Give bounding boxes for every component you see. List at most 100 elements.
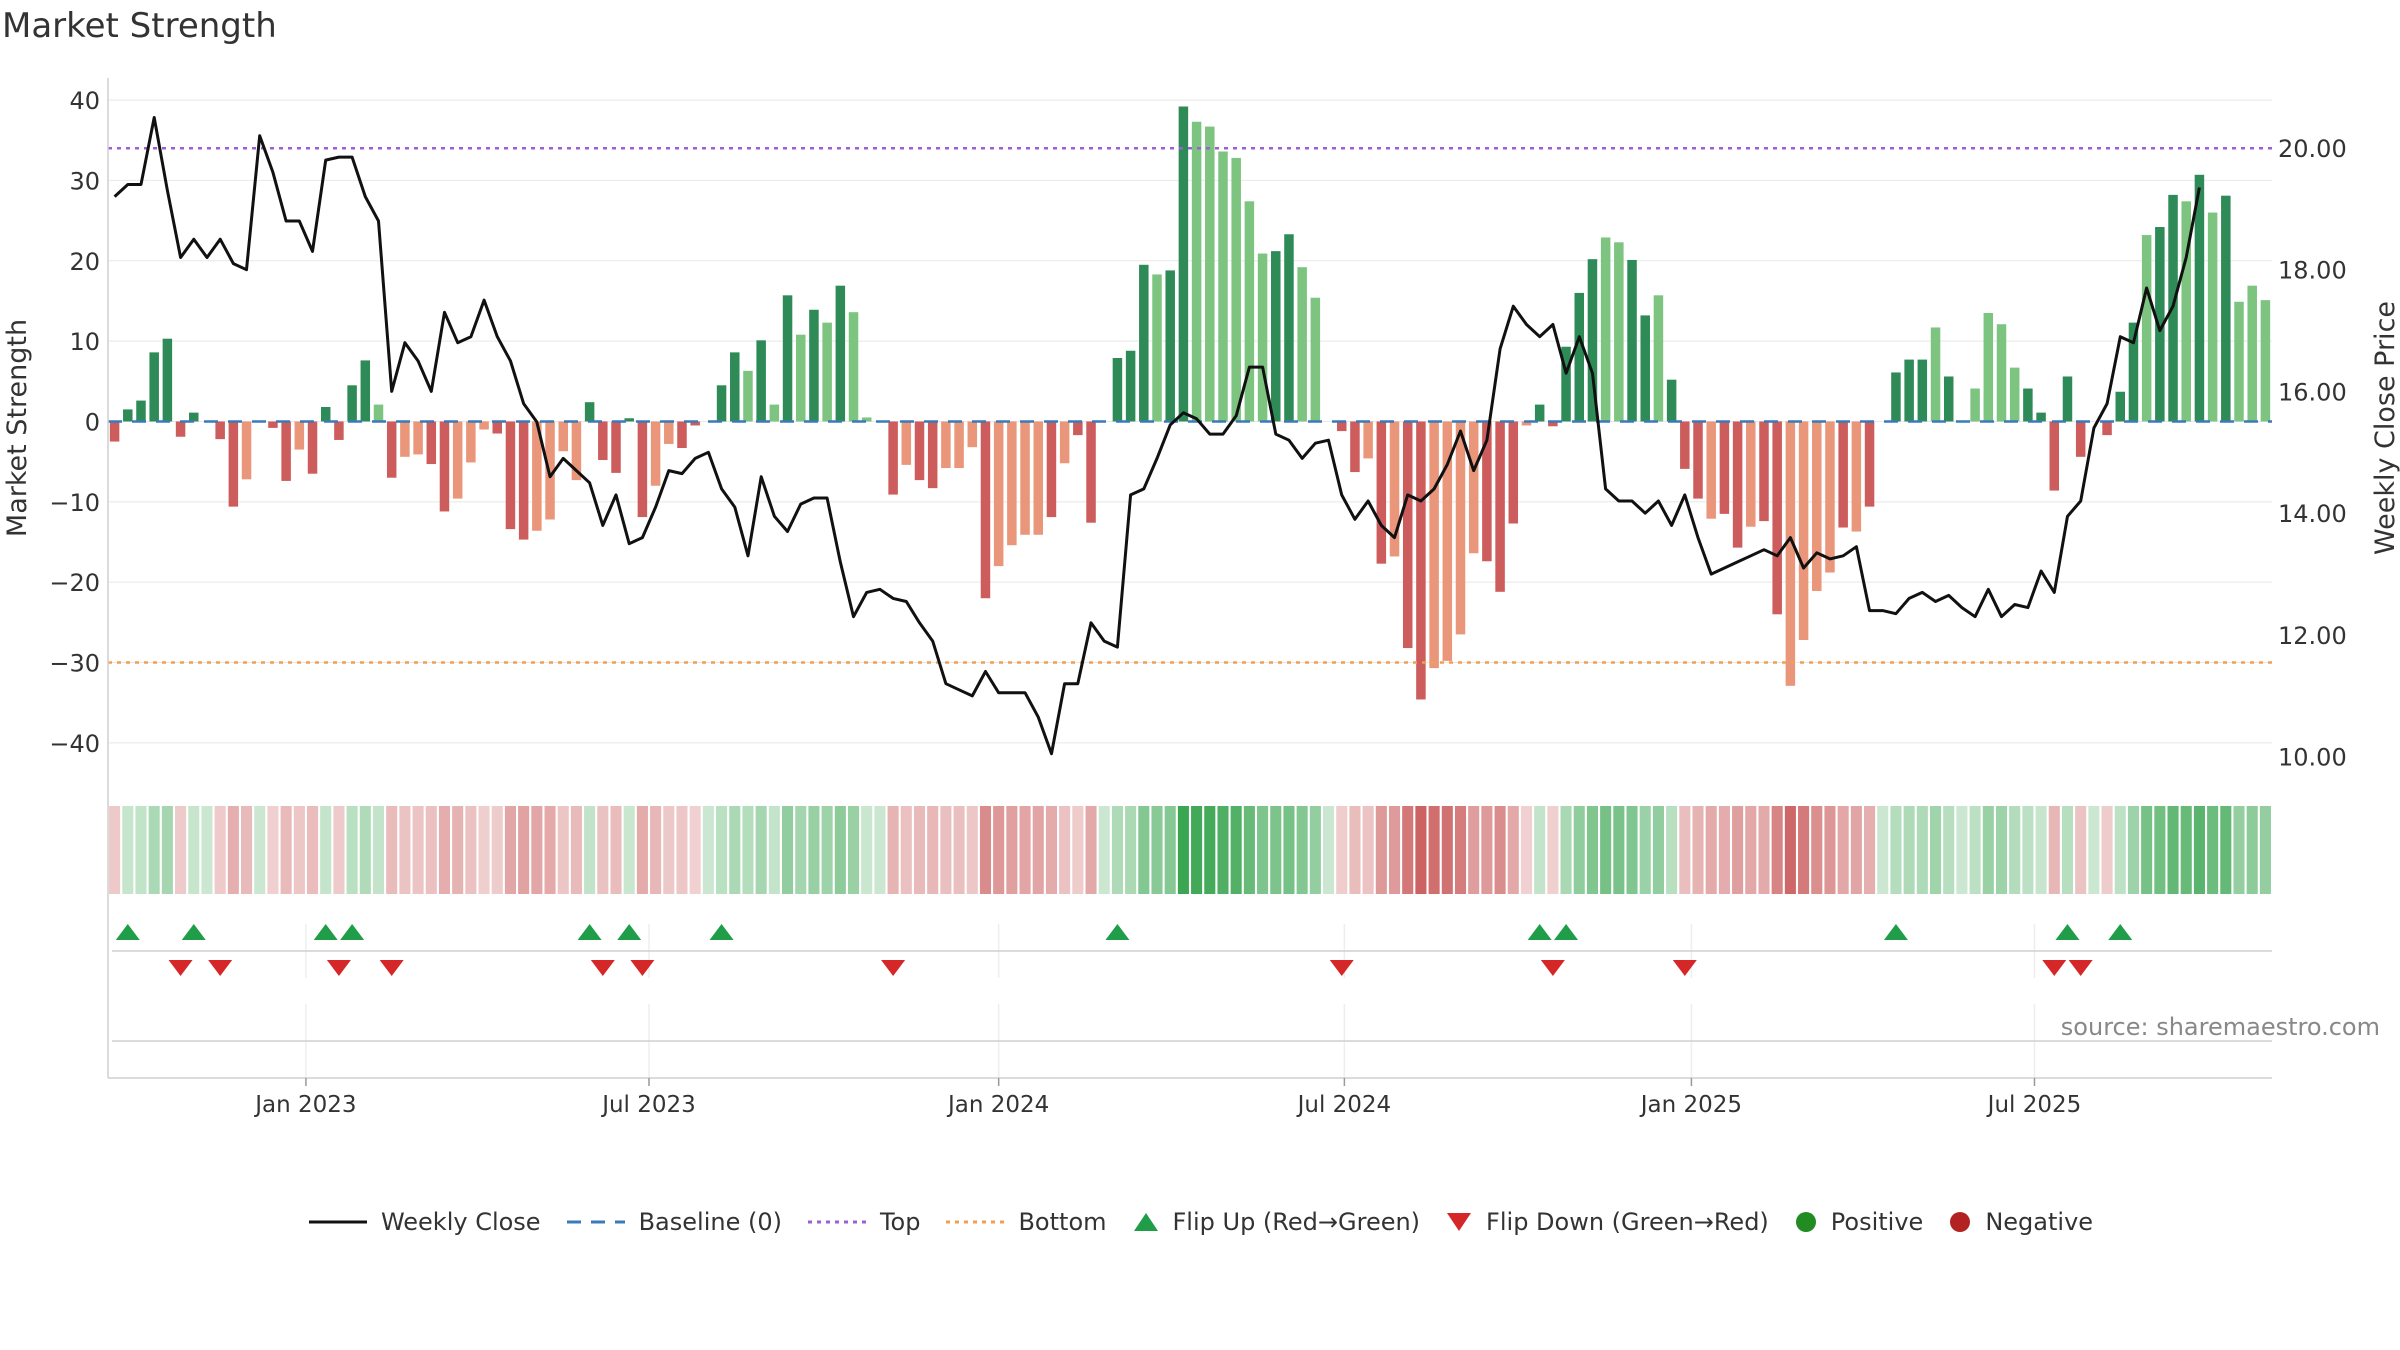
strength-bar — [162, 338, 173, 422]
grid-lines — [108, 99, 2272, 1078]
strength-strip-cell — [1059, 806, 1071, 894]
triangle-up-icon — [1133, 1213, 1158, 1231]
strength-strip-cell — [346, 806, 358, 894]
strength-strip-cell — [372, 806, 385, 894]
strength-strip-cell — [584, 806, 596, 894]
flip-up-marker — [313, 924, 338, 940]
strength-bar — [1455, 421, 1466, 635]
strength-strip-cell — [676, 806, 688, 894]
strength-bar — [2155, 227, 2165, 422]
strength-bar — [571, 421, 582, 481]
strength-bar — [1112, 357, 1123, 422]
strength-bar — [1812, 421, 1822, 592]
strength-strip-cell — [1560, 806, 1572, 894]
strength-strip-cell — [610, 806, 622, 894]
flip-up-marker — [1554, 924, 1579, 940]
legend-label: Flip Down (Green→Red) — [1486, 1208, 1769, 1236]
strength-bar — [2036, 412, 2046, 422]
strength-strip-cell — [808, 806, 820, 894]
triangle-down-icon — [1447, 1213, 1472, 1231]
strength-strip-cell — [650, 806, 662, 894]
strength-bar — [149, 352, 159, 422]
strength-strip-cell — [1626, 806, 1638, 894]
strength-bar — [2009, 367, 2020, 422]
flip-down-marker — [2068, 960, 2093, 976]
strength-bar — [1205, 126, 1215, 422]
y-left-tick-label: 20 — [69, 248, 100, 276]
strength-bar — [1970, 388, 1980, 422]
strength-strip-cell — [465, 806, 477, 894]
strength-strip-cell — [1520, 806, 1533, 894]
strength-strip-cell — [2207, 806, 2219, 894]
strength-strip-cell — [1019, 806, 1031, 894]
strength-strip-cell — [306, 806, 319, 894]
x-tick-label: Jan 2025 — [1639, 1092, 1742, 1118]
y-left-tick-label: 0 — [85, 408, 100, 436]
flip-up-marker — [2055, 924, 2080, 940]
flip-up-marker — [709, 924, 734, 940]
strength-bar — [822, 322, 832, 422]
strength-bar — [373, 404, 384, 422]
strength-bar — [426, 421, 437, 465]
strength-strip-cell — [1111, 806, 1123, 894]
strength-strip-cell — [1613, 806, 1625, 894]
strength-bar — [1125, 350, 1136, 422]
strength-bar — [1746, 421, 1756, 527]
strength-strip-cell — [1191, 806, 1203, 894]
strength-strip-cell — [795, 806, 807, 894]
strength-strip-cell — [333, 806, 345, 894]
strength-strip-cell — [135, 806, 147, 894]
strength-strip-cell — [1573, 806, 1585, 894]
strength-strip-cell — [1850, 806, 1862, 894]
strength-bar — [1402, 421, 1413, 649]
strength-strip-cell — [386, 806, 398, 894]
line-swatch-icon — [308, 1220, 367, 1224]
strength-strip-cell — [412, 806, 424, 894]
x-tick-label: Jan 2024 — [946, 1092, 1049, 1118]
strength-bar — [1693, 421, 1703, 499]
strength-bar — [307, 421, 318, 474]
strength-strip-cell — [2167, 806, 2179, 894]
legend-label: Flip Up (Red→Green) — [1172, 1208, 1421, 1236]
strength-bar — [1943, 376, 1954, 422]
strength-bar — [2260, 300, 2271, 422]
x-tick-label: Jan 2023 — [253, 1092, 356, 1118]
y-left-axis-label: Market Strength — [2, 319, 33, 537]
strength-bar — [1891, 372, 1901, 422]
strength-bar — [1191, 121, 1202, 422]
strength-strip-cell — [214, 806, 226, 894]
strength-strip-cell — [188, 806, 200, 894]
strength-bar — [1495, 421, 1505, 592]
strength-bar — [2221, 195, 2231, 422]
strength-bars — [109, 106, 2271, 700]
strength-bar — [1416, 421, 1426, 700]
strength-strip-cell — [2101, 806, 2113, 894]
strength-strip-cell — [729, 806, 741, 894]
dotted-line-swatch-icon — [946, 1220, 1005, 1224]
strength-strip-cell — [531, 806, 543, 894]
strength-strip-cell — [1375, 806, 1387, 894]
strength-strip-cell — [1177, 806, 1189, 894]
strength-strip-cell — [1362, 806, 1374, 894]
strength-strip-cell — [1085, 806, 1097, 894]
strength-bar — [1600, 237, 1611, 422]
strength-strip-cell — [320, 806, 332, 894]
strength-strip-cell — [570, 806, 582, 894]
flip-down-marker — [630, 960, 655, 976]
strength-bar — [1706, 421, 1716, 519]
strength-bar — [2247, 285, 2257, 422]
strength-bar — [2128, 322, 2139, 422]
strength-strip-cell — [821, 806, 833, 894]
strength-bar — [1772, 421, 1782, 615]
strength-bar — [1376, 421, 1387, 564]
strength-strip-cell — [1164, 806, 1176, 894]
legend-item-flip-up: Flip Up (Red→Green) — [1131, 1208, 1421, 1236]
strength-bar — [1930, 327, 1941, 422]
legend-item-top: Top — [806, 1208, 920, 1236]
strength-bar — [1904, 359, 1914, 422]
strength-strip-cell — [1243, 806, 1255, 894]
strength-bar — [664, 421, 674, 444]
y-left-tick-label: −20 — [49, 569, 100, 597]
strength-strip-cell — [1798, 806, 1810, 894]
strength-strip-cell — [887, 806, 899, 894]
